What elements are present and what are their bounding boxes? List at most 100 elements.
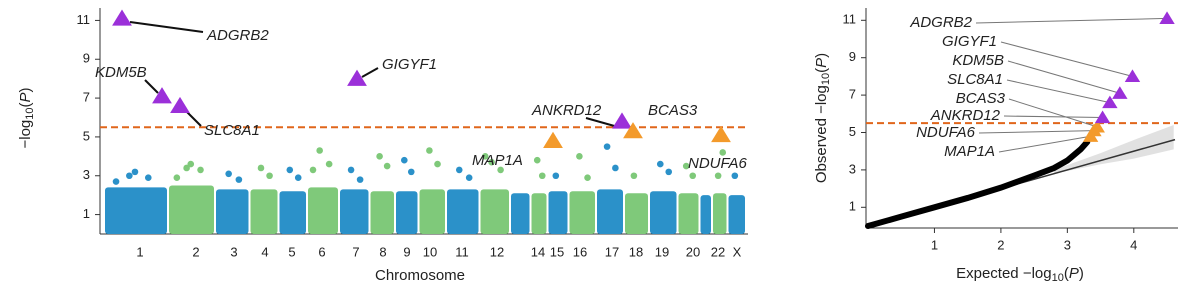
variant-point — [497, 166, 504, 174]
label-part: P — [813, 58, 830, 68]
x-tick-label: 17 — [605, 244, 619, 259]
variant-point — [603, 143, 611, 150]
label-part: Expected −log — [956, 265, 1052, 282]
x-tick-label: X — [733, 244, 742, 259]
gene-label: NDUFA6 — [688, 155, 748, 172]
variant-band — [511, 193, 530, 234]
variant-point — [325, 160, 333, 168]
leader-line — [585, 117, 619, 128]
variant-point — [294, 174, 302, 181]
variant-band — [419, 189, 445, 234]
label-sub: 10 — [24, 107, 36, 119]
variant-point — [731, 172, 739, 180]
variant-point — [465, 174, 473, 181]
x-tick-label: 8 — [379, 244, 386, 259]
variant-point — [225, 170, 232, 178]
variant-point — [434, 160, 441, 168]
variant-point — [376, 153, 383, 160]
gene-label: GIGYF1 — [382, 56, 437, 73]
y-tick-label: 1 — [849, 199, 856, 214]
variant-point — [257, 164, 265, 172]
variant-band — [700, 195, 711, 234]
leader-line — [1007, 60, 1120, 94]
gene-label: ANKRD12 — [531, 102, 602, 119]
hit-marker — [612, 112, 632, 129]
leader-line — [998, 135, 1091, 153]
label-part: Observed −log — [813, 85, 830, 183]
x-axis-label: Expected −log10(P) — [956, 265, 1084, 284]
hit-marker — [112, 9, 132, 26]
leader-line — [144, 79, 159, 94]
variant-point — [488, 158, 495, 166]
variant-point — [197, 166, 204, 174]
variant-point — [183, 164, 190, 172]
variant-band — [279, 191, 306, 234]
variant-band — [548, 191, 568, 234]
variant-band — [531, 193, 547, 234]
x-tick-label: 3 — [230, 244, 237, 259]
leader-line — [1003, 115, 1103, 119]
confidence-band — [1054, 125, 1174, 174]
variant-band — [447, 189, 479, 234]
leader-line — [1000, 41, 1133, 77]
variant-band — [625, 193, 648, 234]
variant-band — [308, 187, 338, 234]
y-tick-label: 9 — [83, 51, 90, 66]
variant-point — [401, 156, 408, 164]
variant-band — [216, 189, 249, 234]
hit-marker — [623, 122, 643, 139]
variant-point — [719, 149, 727, 156]
y-tick-label: 5 — [849, 124, 856, 139]
x-tick-label: 20 — [686, 244, 700, 259]
variant-point — [144, 174, 152, 181]
variant-point — [235, 176, 243, 183]
leader-line — [129, 21, 204, 33]
leader-line — [1008, 98, 1098, 128]
variant-band — [169, 185, 214, 234]
x-tick-label: 4 — [261, 244, 268, 259]
variant-point — [131, 168, 139, 176]
y-tick-label: 9 — [849, 49, 856, 64]
hit-marker — [170, 96, 190, 114]
variant-band — [728, 195, 745, 234]
variant-curve — [865, 138, 1091, 229]
x-tick-label: 1 — [931, 237, 938, 252]
hit-marker — [1112, 86, 1128, 99]
y-tick-label: 7 — [83, 90, 90, 105]
x-axis-label: Chromosome — [375, 267, 465, 284]
variant-point — [665, 168, 673, 176]
x-tick-label: 5 — [288, 244, 295, 259]
variant-point — [656, 160, 664, 168]
gene-label: ADGRB2 — [206, 27, 269, 44]
variant-point — [426, 147, 433, 154]
variant-band — [480, 189, 509, 234]
variant-band — [569, 191, 595, 234]
variant-point — [682, 162, 690, 170]
leader-line — [361, 67, 379, 78]
x-tick-label: 19 — [655, 244, 669, 259]
x-tick-label: 9 — [403, 244, 410, 259]
label-part: ( — [813, 68, 830, 73]
x-tick-label: 3 — [1064, 237, 1071, 252]
gene-label: ADGRB2 — [909, 14, 972, 31]
label-part: P — [1069, 265, 1079, 282]
x-tick-label: 16 — [573, 244, 587, 259]
gene-label: KDM5B — [95, 64, 147, 81]
leader-line — [1006, 79, 1110, 104]
variant-point — [356, 176, 364, 183]
label-part: ) — [813, 53, 830, 58]
x-tick-label: 12 — [490, 244, 504, 259]
hit-marker — [152, 87, 172, 104]
label-sub: 10 — [820, 73, 832, 85]
variant-point — [584, 174, 591, 181]
variant-point — [455, 166, 463, 174]
hit-marker — [1159, 11, 1175, 25]
variant-point — [266, 172, 273, 180]
variant-point — [538, 172, 546, 180]
y-tick-label: 3 — [83, 167, 90, 182]
variant-point — [309, 166, 317, 174]
x-tick-label: 22 — [711, 244, 725, 259]
y-tick-label: 11 — [843, 12, 857, 27]
variant-band — [678, 193, 699, 234]
